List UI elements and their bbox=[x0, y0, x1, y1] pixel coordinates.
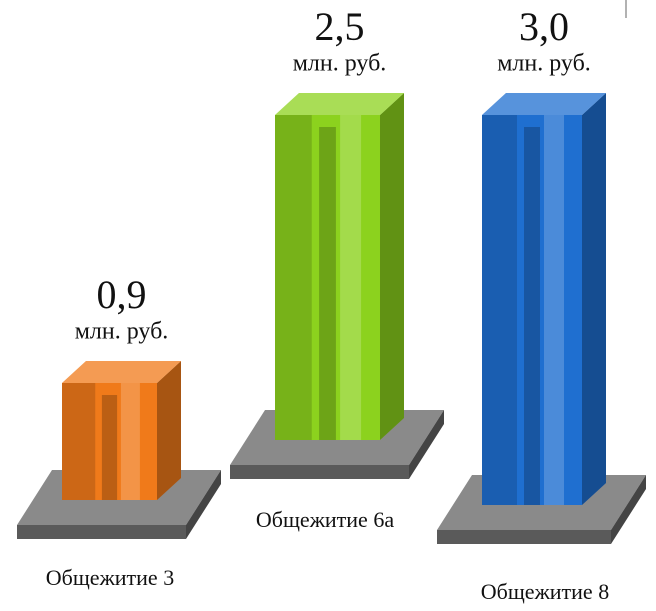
value-label: 2,5 bbox=[315, 4, 365, 49]
platform-front bbox=[17, 525, 186, 539]
bar-shade bbox=[62, 383, 96, 500]
value-label: 3,0 bbox=[519, 4, 569, 49]
category-label: Общежитие 3 bbox=[46, 565, 174, 590]
platform-side bbox=[611, 475, 646, 544]
bar-highlight bbox=[544, 115, 564, 505]
bar-side bbox=[582, 93, 606, 505]
category-label: Общежитие 8 bbox=[481, 579, 609, 604]
value-unit: млн. руб. bbox=[293, 51, 387, 77]
bar-top-light bbox=[62, 361, 181, 383]
category-label: Общежитие 6а bbox=[256, 507, 394, 532]
bar-top-light bbox=[482, 93, 606, 115]
bar-side bbox=[380, 93, 404, 440]
bar-groove bbox=[101, 395, 118, 500]
bar-top bbox=[62, 361, 181, 383]
bar bbox=[482, 115, 582, 505]
bar-shade bbox=[482, 115, 517, 505]
bar-side-shade bbox=[582, 93, 606, 505]
bar-highlight bbox=[120, 383, 140, 500]
bar-side bbox=[157, 361, 181, 500]
value-label: 0,9 bbox=[97, 272, 147, 317]
bar-side-shade bbox=[380, 93, 404, 440]
platform-side bbox=[186, 470, 221, 539]
bar-side-shade bbox=[157, 361, 181, 500]
bar bbox=[62, 383, 157, 500]
platform-side bbox=[409, 410, 444, 479]
bar-top-light bbox=[275, 93, 404, 115]
bar-groove bbox=[524, 127, 540, 505]
bar-top bbox=[275, 93, 404, 115]
bar bbox=[275, 115, 380, 440]
bar-highlight bbox=[340, 115, 362, 440]
bar-groove bbox=[319, 127, 336, 440]
value-unit: млн. руб. bbox=[497, 51, 591, 77]
platform-front bbox=[230, 465, 409, 479]
value-unit: млн. руб. bbox=[75, 319, 169, 345]
bar-shade bbox=[275, 115, 312, 440]
platform-front bbox=[437, 530, 611, 544]
bar-top bbox=[482, 93, 606, 115]
